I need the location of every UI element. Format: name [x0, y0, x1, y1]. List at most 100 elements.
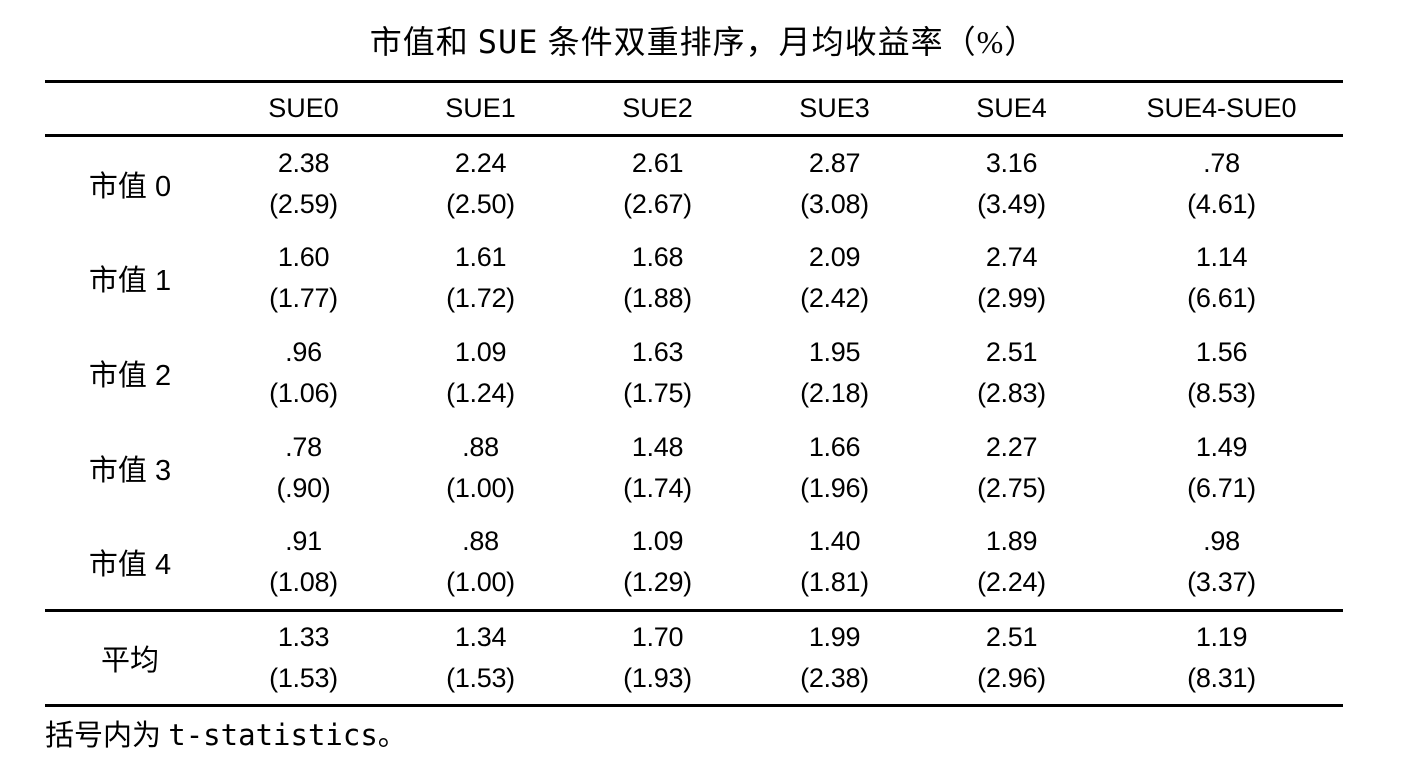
title-zh-prefix: 市值和 — [369, 24, 478, 60]
table-cell: 1.56 (8.53) — [1100, 326, 1343, 421]
mean-return: 1.63 — [631, 337, 684, 367]
table-cell: 1.61 (1.72) — [392, 231, 569, 326]
t-statistic: (2.99) — [977, 283, 1046, 313]
t-statistic: (4.61) — [1187, 188, 1256, 219]
table-cell: 1.19 (8.31) — [1100, 611, 1343, 706]
mean-return: 1.48 — [631, 432, 684, 462]
table-cell: 1.09 (1.29) — [569, 516, 746, 611]
corner-cell — [45, 82, 215, 136]
t-statistic: (.90) — [276, 473, 331, 503]
t-statistic: (1.77) — [269, 283, 338, 313]
t-statistic: (3.08) — [800, 188, 869, 219]
col-header-sue4-minus-sue0: SUE4-SUE0 — [1146, 93, 1297, 123]
col-header-sue2: SUE2 — [622, 93, 693, 123]
table-cell: .96 (1.06) — [215, 326, 392, 421]
t-statistic: (1.81) — [800, 567, 869, 598]
t-statistic: (1.29) — [623, 567, 692, 598]
table-cell: 1.66 (1.96) — [746, 421, 923, 516]
table-cell: .98 (3.37) — [1100, 516, 1343, 611]
t-statistic: (1.06) — [269, 378, 338, 408]
t-statistic: (8.53) — [1187, 378, 1256, 408]
t-statistic: (1.74) — [623, 473, 692, 503]
t-statistic: (1.53) — [446, 663, 515, 693]
table-cell: 1.49 (6.71) — [1100, 421, 1343, 516]
table-cell: 1.95 (2.18) — [746, 326, 923, 421]
row-label: 市值 0 — [88, 170, 172, 203]
t-statistic: (1.96) — [800, 473, 869, 503]
table-row-size3: 市值 3 .78 (.90) .88 (1.00) 1.48 (1.74) 1.… — [45, 421, 1343, 516]
table-cell: 2.87 (3.08) — [746, 136, 923, 231]
table-cell: 1.60 (1.77) — [215, 231, 392, 326]
mean-return: 1.60 — [277, 242, 330, 272]
mean-return: 1.99 — [808, 622, 861, 652]
table-title: 市值和 SUE 条件双重排序，月均收益率（%） — [0, 22, 1407, 62]
mean-return: 1.40 — [808, 526, 861, 557]
table-cell: 1.14 (6.61) — [1100, 231, 1343, 326]
mean-return: 3.16 — [985, 147, 1038, 178]
table-cell: 2.61 (2.67) — [569, 136, 746, 231]
mean-return: 1.66 — [808, 432, 861, 462]
table-row-size2: 市值 2 .96 (1.06) 1.09 (1.24) 1.63 (1.75) … — [45, 326, 1343, 421]
mean-return: 1.34 — [454, 622, 507, 652]
mean-return: 1.89 — [985, 526, 1038, 557]
footnote-zh-prefix: 括号内为 — [45, 720, 169, 752]
t-statistic: (2.18) — [800, 378, 869, 408]
row-label: 市值 1 — [88, 265, 172, 297]
footnote-latin-tstatistics: t-statistics — [168, 718, 378, 752]
col-header-sue0: SUE0 — [268, 93, 339, 123]
t-statistic: (2.24) — [977, 567, 1046, 598]
title-zh-suffix: 条件双重排序，月均收益率（%） — [538, 24, 1038, 60]
table-row-size0: 市值 0 2.38 (2.59) 2.24 (2.50) 2.61 (2.67)… — [45, 136, 1343, 231]
table-cell: .78 (.90) — [215, 421, 392, 516]
table-cell: 2.51 (2.96) — [923, 611, 1100, 706]
row-label: 平均 — [100, 645, 159, 677]
t-statistic: (1.00) — [446, 473, 515, 503]
mean-return: 1.19 — [1195, 622, 1248, 652]
table-cell: 1.34 (1.53) — [392, 611, 569, 706]
mean-return: .78 — [1203, 147, 1240, 178]
t-statistic: (1.72) — [446, 283, 515, 313]
table-cell: 2.24 (2.50) — [392, 136, 569, 231]
mean-return: 1.70 — [631, 622, 684, 652]
footnote-zh-suffix: 。 — [377, 720, 407, 752]
mean-return: 2.27 — [985, 432, 1038, 462]
mean-return: .91 — [285, 526, 322, 557]
table-cell: 1.99 (2.38) — [746, 611, 923, 706]
table-cell: .88 (1.00) — [392, 421, 569, 516]
table-cell: 1.70 (1.93) — [569, 611, 746, 706]
table-row-average: 平均 1.33 (1.53) 1.34 (1.53) 1.70 (1.93) 1… — [45, 610, 1343, 706]
table-cell: 2.51 (2.83) — [923, 326, 1100, 421]
mean-return: 1.68 — [631, 242, 684, 272]
mean-return: .78 — [285, 432, 322, 462]
t-statistic: (1.53) — [269, 663, 338, 693]
t-statistic: (1.88) — [623, 283, 692, 313]
col-header-sue1: SUE1 — [445, 93, 516, 123]
table-cell: 1.09 (1.24) — [392, 326, 569, 421]
mean-return: 1.61 — [454, 242, 507, 272]
mean-return: 1.09 — [454, 337, 507, 367]
row-label: 市值 4 — [88, 549, 172, 582]
row-label: 市值 3 — [88, 455, 172, 487]
t-statistic: (2.42) — [800, 283, 869, 313]
t-statistic: (1.75) — [623, 378, 692, 408]
double-sort-returns-table: SUE0 SUE1 SUE2 SUE3 SUE4 SUE4-SUE0 市值 0 … — [45, 80, 1343, 707]
table-row-size1: 市值 1 1.60 (1.77) 1.61 (1.72) 1.68 (1.88)… — [45, 231, 1343, 326]
table-cell: 2.74 (2.99) — [923, 231, 1100, 326]
t-statistic: (1.93) — [623, 663, 692, 693]
table-cell: 1.40 (1.81) — [746, 516, 923, 611]
mean-return: 2.51 — [985, 622, 1038, 652]
mean-return: .96 — [285, 337, 322, 367]
t-statistic: (6.71) — [1187, 473, 1256, 503]
table-cell: 1.33 (1.53) — [215, 611, 392, 706]
t-statistic: (2.59) — [269, 188, 338, 219]
t-statistic: (3.49) — [977, 188, 1046, 219]
table-cell: 1.63 (1.75) — [569, 326, 746, 421]
table-cell: 2.09 (2.42) — [746, 231, 923, 326]
table-footnote: 括号内为 t-statistics。 — [45, 716, 407, 755]
t-statistic: (6.61) — [1187, 283, 1256, 313]
mean-return: 1.49 — [1195, 432, 1248, 462]
mean-return: 1.95 — [808, 337, 861, 367]
header-row: SUE0 SUE1 SUE2 SUE3 SUE4 SUE4-SUE0 — [45, 81, 1343, 136]
table-cell: .78 (4.61) — [1100, 136, 1343, 231]
